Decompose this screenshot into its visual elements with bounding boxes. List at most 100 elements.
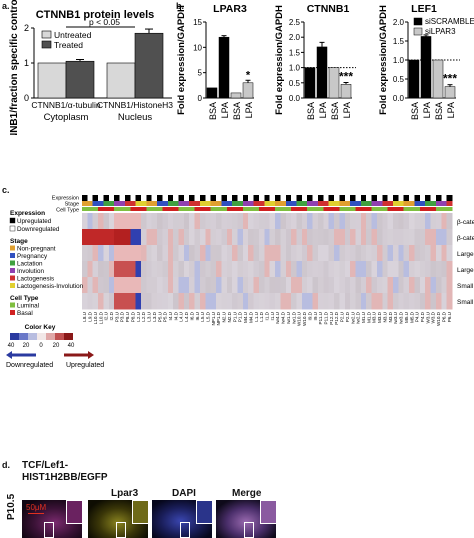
heatmap-cell	[441, 261, 447, 278]
heatmap-cell	[92, 261, 99, 278]
expression-bar-cell	[269, 195, 276, 201]
heatmap-cell	[371, 229, 378, 246]
heatmap-cell	[108, 229, 115, 246]
heatmap-column-label: Iw3.D	[399, 311, 404, 323]
heatmap-cell	[189, 277, 195, 294]
heatmap-cell	[387, 213, 394, 230]
significance-stars: ***	[339, 69, 353, 83]
heatmap-cell	[301, 229, 308, 246]
legend-swatch	[10, 260, 15, 266]
heatmap-cell	[216, 229, 222, 246]
celltype-bar-cell	[226, 207, 233, 211]
expression-bar-cell	[291, 195, 297, 201]
celltype-bar-cell	[253, 207, 260, 211]
heatmap-cell	[430, 277, 437, 294]
heatmap-column-label: P2.D	[345, 311, 350, 322]
heatmap-cell	[430, 245, 437, 262]
expression-bar-cell	[393, 195, 399, 201]
heatmap-cell	[258, 293, 265, 310]
heatmap-cell	[189, 261, 195, 278]
expression-bar-cell	[157, 195, 163, 201]
inset-zoom	[196, 500, 212, 524]
heatmap-cell	[285, 293, 292, 310]
expression-bar-cell	[350, 195, 356, 201]
heatmap-cell	[446, 245, 453, 262]
heatmap-column-label: W3.U	[425, 312, 430, 323]
heatmap-cell	[414, 245, 421, 262]
x-tick-label: BSA	[208, 102, 218, 120]
heatmap-cell	[382, 261, 388, 278]
heatmap-cell	[237, 277, 244, 294]
heatmap-cell	[226, 277, 233, 294]
heatmap-cell	[269, 245, 276, 262]
bar-untreated	[37, 62, 67, 99]
celltype-bar-cell	[409, 207, 415, 211]
expression-bar-cell	[151, 195, 158, 201]
heatmap-column-label: I1.D	[265, 311, 270, 320]
bar	[420, 36, 432, 99]
heatmap-cell	[226, 261, 233, 278]
heatmap-cell	[350, 245, 356, 262]
heatmap-cell	[350, 293, 356, 310]
heatmap-column-label: P4.U	[415, 312, 420, 322]
color-key-tick: 20	[23, 343, 30, 349]
bar	[444, 86, 456, 99]
heatmap-cell	[317, 293, 324, 310]
heatmap-cell	[387, 245, 394, 262]
heatmap-cell	[414, 213, 421, 230]
heatmap-cell	[366, 213, 372, 230]
stage-bar-cell	[130, 201, 136, 206]
stage-bar-cell	[183, 201, 190, 206]
expression-bar-cell	[409, 195, 415, 201]
bar	[206, 87, 218, 99]
heatmap-cell	[98, 261, 104, 278]
heatmap-cell	[194, 277, 201, 294]
heatmap-cell	[119, 277, 126, 294]
heatmap-column-label: Iw2.U	[350, 312, 355, 324]
heatmap-cell	[323, 245, 329, 262]
x-tick-label: BSA	[434, 102, 444, 120]
heatmap-cell	[82, 229, 88, 246]
celltype-bar-cell	[237, 207, 244, 211]
legend-title-expression: Expression	[10, 210, 45, 217]
legend-swatch	[10, 245, 15, 251]
legend-label: Basal	[17, 310, 33, 317]
celltype-bar-cell	[371, 207, 378, 211]
expression-bar-cell	[253, 195, 260, 201]
bar-treated	[65, 60, 95, 99]
celltype-bar-cell	[242, 207, 249, 211]
heatmap-cell	[92, 245, 99, 262]
bar	[230, 92, 242, 99]
column-title-lpar3: Lpar3	[111, 488, 139, 499]
heatmap-cell	[435, 277, 442, 294]
micrograph-egfp-p10-5: 50μM	[22, 500, 82, 538]
downregulated-arrow	[6, 351, 36, 359]
expression-bar-cell	[323, 195, 329, 201]
heatmap-column-label: I4.D	[173, 311, 178, 320]
heatmap-cell	[328, 213, 335, 230]
heatmap-cell	[307, 277, 313, 294]
celltype-bar-cell	[248, 207, 254, 211]
celltype-bar-cell	[108, 207, 115, 211]
heatmap-column-label: N3.D	[388, 311, 393, 322]
heatmap-cell	[430, 293, 437, 310]
heatmap-cell	[226, 229, 233, 246]
heatmap-column-label: M5.U	[404, 312, 409, 323]
celltype-bar-cell	[291, 207, 297, 211]
heatmap-cell	[189, 245, 195, 262]
heatmap-cell	[285, 229, 292, 246]
heatmap-column-label: P1.U	[232, 312, 237, 322]
expression-bar-cell	[264, 195, 270, 201]
heatmap-cell	[269, 213, 276, 230]
zoom-box	[180, 522, 190, 538]
inset-zoom	[132, 500, 148, 524]
heatmap-column-label: L4.D	[184, 311, 189, 321]
heatmap-cell	[178, 229, 185, 246]
celltype-bar-cell	[360, 207, 367, 211]
heatmap-cell	[419, 213, 426, 230]
heatmap-cell	[376, 261, 383, 278]
panel-b-letter: b.	[176, 1, 184, 11]
heatmap-cell	[92, 293, 99, 310]
heatmap-cell	[382, 277, 388, 294]
